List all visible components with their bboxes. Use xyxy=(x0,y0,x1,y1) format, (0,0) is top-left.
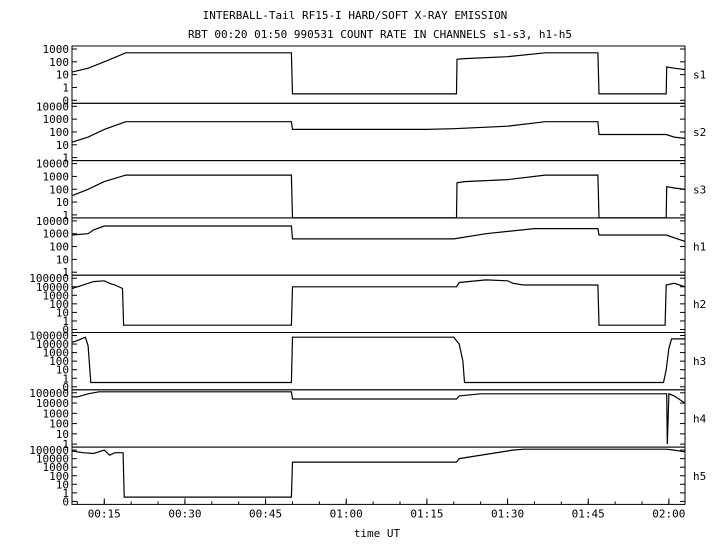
series-h2 xyxy=(71,279,686,326)
y-tick-label: 0 xyxy=(62,495,69,508)
y-tick-label: 100 xyxy=(49,470,69,483)
series-s1 xyxy=(71,52,686,95)
y-tick-label: 100 xyxy=(49,418,69,431)
panel-frame xyxy=(71,45,686,104)
series-h5 xyxy=(71,448,686,498)
x-tick-label: 01:45 xyxy=(572,507,605,520)
series-s2 xyxy=(71,121,686,143)
x-axis: 00:15 00:30 00:45 01:00 01:15 01:30 01:45 02:00 xyxy=(76,498,685,520)
y-tick-label: 1 xyxy=(62,315,69,328)
y-tick-label: 10 xyxy=(56,428,69,441)
panel-label-h4: h4 xyxy=(693,412,707,425)
y-tick-label: 10 xyxy=(56,364,69,377)
y-tick-label: 10 xyxy=(56,69,69,82)
x-tick-label: 01:00 xyxy=(330,507,363,520)
panel-frame xyxy=(71,274,686,334)
y-tick-label: 10000 xyxy=(36,100,69,113)
panel-frame xyxy=(71,446,686,505)
y-tick-label: 1000 xyxy=(43,347,70,360)
y-tick-label: 1000 xyxy=(43,170,70,183)
y-tick-label: 100 xyxy=(49,298,69,311)
y-tick-label: 100000 xyxy=(29,330,69,343)
y-tick-label: 100 xyxy=(49,56,69,69)
panel-label-h5: h5 xyxy=(693,470,706,483)
y-tick-label: 1000 xyxy=(43,461,70,474)
panel-label-h3: h3 xyxy=(693,355,706,368)
y-tick-label: 1 xyxy=(62,266,69,279)
y-tick-label: 1 xyxy=(62,209,69,222)
y-tick-label: 100 xyxy=(49,126,69,139)
y-tick-label: 10 xyxy=(56,196,69,209)
y-tick-label: 10 xyxy=(56,139,69,152)
y-tick-label: 10000 xyxy=(36,397,69,410)
x-tick-label: 00:30 xyxy=(168,507,201,520)
series-h1 xyxy=(71,225,686,242)
y-tick-label: 10 xyxy=(56,478,69,491)
y-tick-label: 0 xyxy=(62,94,69,107)
panel-label-s1: s1 xyxy=(693,69,706,82)
series-h3 xyxy=(71,336,685,384)
panel-label-h1: h1 xyxy=(693,241,706,254)
y-tick-label: 100 xyxy=(49,241,69,254)
y-tick-label: 100 xyxy=(49,183,69,196)
y-tick-label: 100000 xyxy=(29,444,69,457)
y-tick-label: 10000 xyxy=(36,453,69,466)
y-tick-label: 100 xyxy=(49,355,69,368)
y-tick-label: 1 xyxy=(62,487,69,500)
y-tick-label: 0 xyxy=(62,324,69,337)
y-tick-label: 10000 xyxy=(36,158,69,171)
y-tick-label: 10 xyxy=(56,306,69,319)
panel-frame xyxy=(71,389,686,448)
y-tick-label: 1 xyxy=(62,438,69,451)
y-tick-label: 100000 xyxy=(29,272,69,285)
panel-frame xyxy=(71,160,686,219)
y-tick-label: 1000 xyxy=(43,43,70,56)
series-h4 xyxy=(72,391,686,445)
y-tick-label: 10000 xyxy=(36,338,69,351)
y-tick-label: 10000 xyxy=(36,281,69,294)
y-tick-label: 1000 xyxy=(43,113,70,126)
x-tick-label: 01:30 xyxy=(491,507,524,520)
y-tick-label: 1000 xyxy=(43,407,70,420)
y-tick-label: 1 xyxy=(62,152,69,165)
panel-frame xyxy=(71,332,686,391)
chart-title: INTERBALL-Tail RF15-I HARD/SOFT X-RAY EM… xyxy=(203,9,508,22)
y-tick-label: 1000 xyxy=(43,228,70,241)
y-tick-label: 100000 xyxy=(29,387,69,400)
y-tick-label: 10000 xyxy=(36,215,69,228)
x-tick-label: 00:45 xyxy=(249,507,282,520)
panel-frame xyxy=(71,102,686,162)
panel-label-s3: s3 xyxy=(693,183,706,196)
x-axis-label: time UT xyxy=(354,527,401,540)
y-tick-label: 1000 xyxy=(43,289,70,302)
chart-subtitle: RBT 00:20 01:50 990531 COUNT RATE IN CHA… xyxy=(188,28,572,41)
y-tick-label: 1 xyxy=(62,81,69,94)
y-tick-label: 0 xyxy=(62,381,69,394)
x-tick-label: 02:00 xyxy=(652,507,685,520)
y-tick-label: 10 xyxy=(56,253,69,266)
x-tick-label: 01:15 xyxy=(410,507,443,520)
panel-label-s2: s2 xyxy=(693,126,706,139)
y-tick-label: 1 xyxy=(62,372,69,385)
x-tick-label: 00:15 xyxy=(88,507,121,520)
panel-label-h2: h2 xyxy=(693,298,706,311)
panels: 01101001000s1110100100010000s21101001000… xyxy=(29,43,706,508)
series-s3 xyxy=(71,174,686,219)
